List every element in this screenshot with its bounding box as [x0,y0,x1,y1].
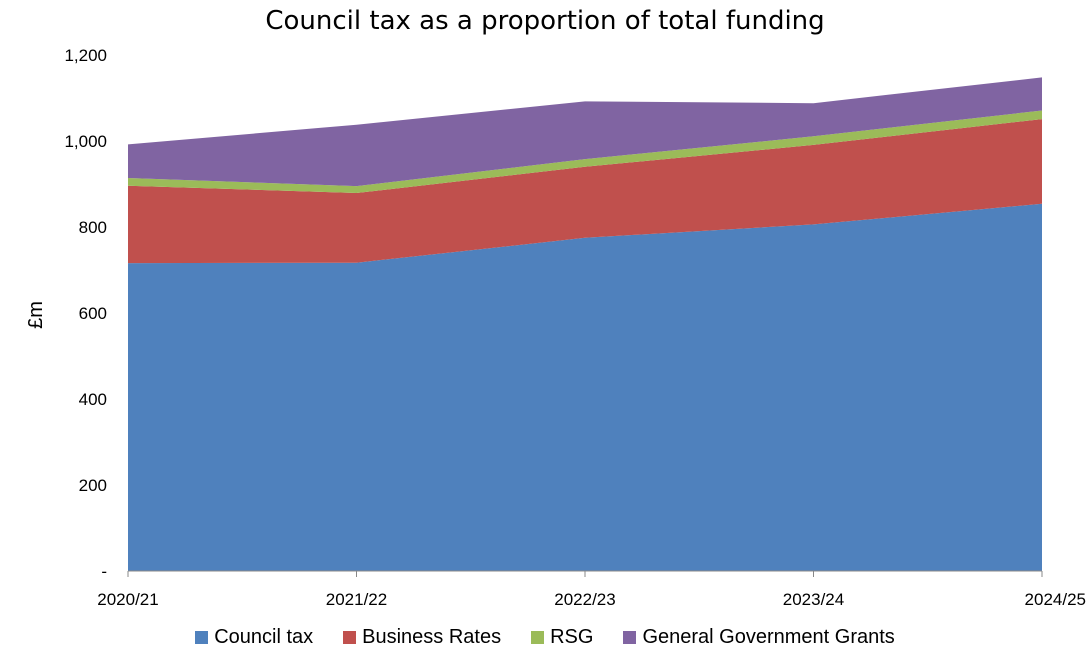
y-tick-label: 400 [79,390,107,409]
y-tick-label: 200 [79,476,107,495]
legend-label: Council tax [214,626,314,648]
legend-item: Business Rates [343,626,501,649]
x-tick-label: 2020/21 [97,590,158,609]
legend-swatch [195,631,209,644]
legend-label: General Government Grants [642,626,895,648]
area-series-general-government-grants [128,77,1042,187]
y-axis-title: £m [25,301,47,329]
x-tick-label: 2023/24 [783,590,844,609]
legend: Council tax Business Rates RSG General Gove… [0,626,1090,649]
area-series-rsg [128,110,1042,193]
legend-item: RSG [531,626,593,649]
x-tick-label: 2024/25 [1025,590,1086,609]
x-tick-label: 2022/23 [554,590,615,609]
legend-item: General Government Grants [623,626,895,649]
legend-swatch [343,631,357,644]
y-tick-label: 600 [79,304,107,323]
y-tick-label: 800 [79,218,107,237]
x-axis: 2020/21 2021/22 2022/23 2023/24 2024/25 [97,571,1086,609]
legend-swatch [531,631,545,644]
legend-item: Council tax [195,626,313,649]
y-axis: - 200 400 600 800 1,000 1,200 [64,46,107,581]
legend-label: Business Rates [362,626,502,648]
legend-swatch [623,631,637,644]
y-tick-label: 1,200 [64,46,107,65]
chart-title: Council tax as a proportion of total fun… [265,6,825,36]
y-tick-label: - [101,562,107,581]
areas-layer [128,77,1042,572]
area-series-council-tax [128,203,1042,572]
y-tick-label: 1,000 [64,132,107,151]
x-tick-label: 2021/22 [326,590,387,609]
legend-label: RSG [550,626,594,648]
area-series-business-rates [128,119,1042,264]
